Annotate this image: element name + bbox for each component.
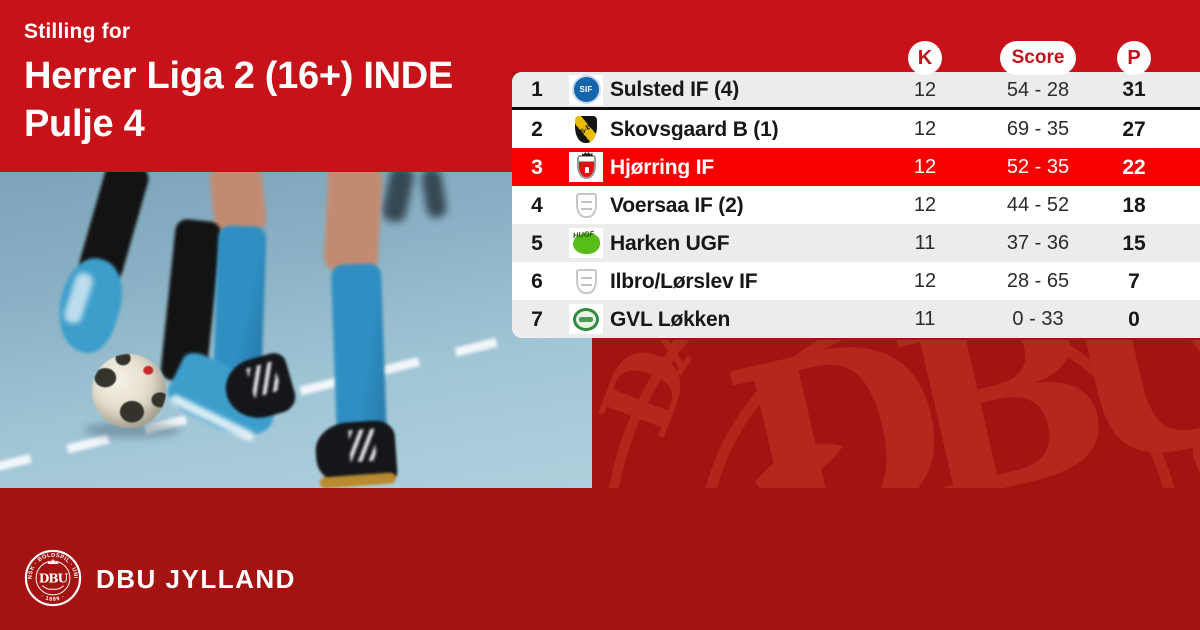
club-logo-icon: HUGF xyxy=(569,228,603,258)
club-name: Skovsgaard B (1) xyxy=(610,118,779,140)
position-number: 4 xyxy=(531,193,543,217)
club-name: Harken UGF xyxy=(610,232,730,254)
club-logo-icon xyxy=(569,304,603,334)
club-logo-cell xyxy=(562,266,610,296)
matches-played-value: 12 xyxy=(913,156,937,178)
club-logo-cell xyxy=(562,152,610,182)
club-name: Sulsted IF (4) xyxy=(610,79,740,100)
points-value: 0 xyxy=(1128,307,1140,331)
score-value: 54 - 28 xyxy=(1006,78,1070,101)
emblem-wings xyxy=(42,585,64,590)
club-logo-cell: S-B xyxy=(562,114,610,144)
club-name: GVL Løkken xyxy=(610,308,731,330)
table-row: 7 GVL Løkken 11 0 - 33 0 xyxy=(512,300,1200,338)
emblem-crown xyxy=(47,558,59,564)
column-badge-score: Score xyxy=(999,41,1077,75)
background-player-leg xyxy=(420,172,448,220)
score-value: 0 - 33 xyxy=(1012,308,1064,330)
score-value: 52 - 35 xyxy=(1006,156,1070,178)
club-logo-icon: SIF xyxy=(569,74,603,105)
title-block: Stilling for Herrer Liga 2 (16+) INDE Pu… xyxy=(0,0,512,172)
table-row: 3 Hjørring IF 12 52 - 35 22 xyxy=(512,148,1200,186)
score-value: 37 - 36 xyxy=(1006,232,1070,254)
matches-played-value: 12 xyxy=(913,270,937,292)
points-value: 15 xyxy=(1122,231,1146,255)
points-value: 7 xyxy=(1128,269,1140,293)
score-value: 44 - 52 xyxy=(1006,194,1070,216)
position-number: 6 xyxy=(531,269,543,293)
club-logo-icon: S-B xyxy=(569,114,603,144)
standings-rows: 1 SIF Sulsted IF (4) 12 54 - 28 31 2 S-B… xyxy=(512,72,1200,338)
position-number: 7 xyxy=(531,307,543,331)
standings-table: 1 SIF Sulsted IF (4) 12 54 - 28 31 2 S-B… xyxy=(512,72,1200,338)
club-logo-cell xyxy=(562,304,610,334)
table-row: 1 SIF Sulsted IF (4) 12 54 - 28 31 xyxy=(512,72,1200,110)
dbu-watermark: D A U DBU xyxy=(592,340,1200,488)
club-logo-cell: HUGF xyxy=(562,228,610,258)
matches-played-value: 12 xyxy=(913,194,937,216)
points-value: 31 xyxy=(1122,78,1146,101)
points-value: 27 xyxy=(1122,117,1146,141)
background-player-leg xyxy=(380,172,416,224)
score-value: 69 - 35 xyxy=(1006,118,1070,140)
club-name: Voersaa IF (2) xyxy=(610,194,744,216)
eyebrow-label: Stilling for xyxy=(24,20,131,43)
points-value: 22 xyxy=(1122,155,1146,179)
page-title-line2: Pulje 4 xyxy=(24,103,145,145)
club-logo-cell: SIF xyxy=(562,74,610,105)
club-name: Hjørring IF xyxy=(610,156,714,178)
matches-played-value: 11 xyxy=(914,232,936,254)
matches-played-value: 12 xyxy=(913,118,937,140)
position-number: 1 xyxy=(531,78,543,101)
ball-shadow xyxy=(84,422,180,438)
page-title-line1: Herrer Liga 2 (16+) INDE xyxy=(24,55,453,97)
score-value: 28 - 65 xyxy=(1006,270,1070,292)
club-logo-icon xyxy=(569,266,603,296)
column-badges: K Score P xyxy=(512,41,1200,75)
club-logo-cell xyxy=(562,190,610,220)
position-number: 3 xyxy=(531,155,543,179)
blue-sock xyxy=(330,263,388,447)
table-row: 5 HUGF Harken UGF 11 37 - 36 15 xyxy=(512,224,1200,262)
futsal-photo xyxy=(0,172,592,488)
matches-played-value: 11 xyxy=(914,308,936,330)
club-logo-icon xyxy=(569,152,603,182)
position-number: 2 xyxy=(531,117,543,141)
column-badge-points: P xyxy=(1117,41,1151,75)
table-row: 4 Voersaa IF (2) 12 44 - 52 18 xyxy=(512,186,1200,224)
svg-text:· 1889 ·: · 1889 · xyxy=(40,594,67,603)
black-striped-shoe xyxy=(313,419,399,488)
table-row: 2 S-B Skovsgaard B (1) 12 69 - 35 27 xyxy=(512,110,1200,148)
club-logo-icon xyxy=(569,190,603,220)
club-name: Ilbro/Lørslev IF xyxy=(610,270,758,292)
dbu-emblem-icon: DANSK · BOLDSPIL · UNION · 1889 · DBU xyxy=(24,549,82,607)
emblem-year-text: · 1889 · xyxy=(40,594,66,603)
football xyxy=(92,354,166,428)
dbu-watermark-emblem-icon: D A U DBU xyxy=(592,340,1200,488)
player-leg xyxy=(323,172,383,274)
points-value: 18 xyxy=(1122,193,1146,217)
matches-played-value: 12 xyxy=(913,78,937,101)
brand-name: DBU JYLLAND xyxy=(96,564,296,594)
emblem-monogram: DBU xyxy=(39,571,69,585)
table-row: 6 Ilbro/Lørslev IF 12 28 - 65 7 xyxy=(512,262,1200,300)
position-number: 5 xyxy=(531,231,543,255)
column-badge-matches: K xyxy=(908,41,942,75)
